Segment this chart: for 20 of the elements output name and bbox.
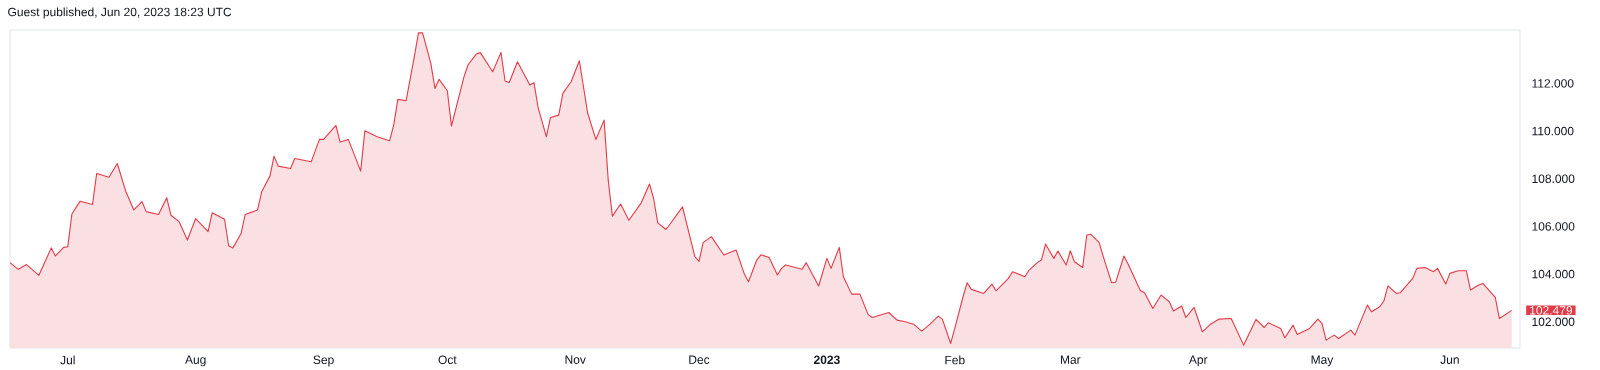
x-tick-label: May [1311,355,1334,367]
x-tick-label: Mar [1060,355,1081,364]
x-tick-label: Feb [945,355,965,365]
chart-title: Guest published, Jun 20, 2023 18:23 UTC [8,7,232,19]
annotation: 102.479 [1530,306,1573,315]
y-tick-label: 102.000 [1532,317,1575,327]
x-tick-label: Dec [689,355,710,364]
y-tick-label: 108.000 [1532,174,1575,183]
x-tick-label: Oct [438,355,457,365]
x-tick-label: 2023 [813,355,840,365]
x-tick-label: Apr [1188,355,1208,367]
x-tick-label: Jun [1440,355,1459,364]
x-tick-label: Sep [313,355,334,367]
y-tick-label: 110.000 [1532,126,1574,136]
y-tick-label: 112.000 [1532,79,1574,88]
x-tick-label: Jul [60,355,75,365]
x-tick-label: Nov [565,355,586,364]
y-tick-label: 104.000 [1532,269,1575,279]
y-tick-label: 106.000 [1532,222,1575,231]
x-tick-label: Aug [185,355,206,367]
